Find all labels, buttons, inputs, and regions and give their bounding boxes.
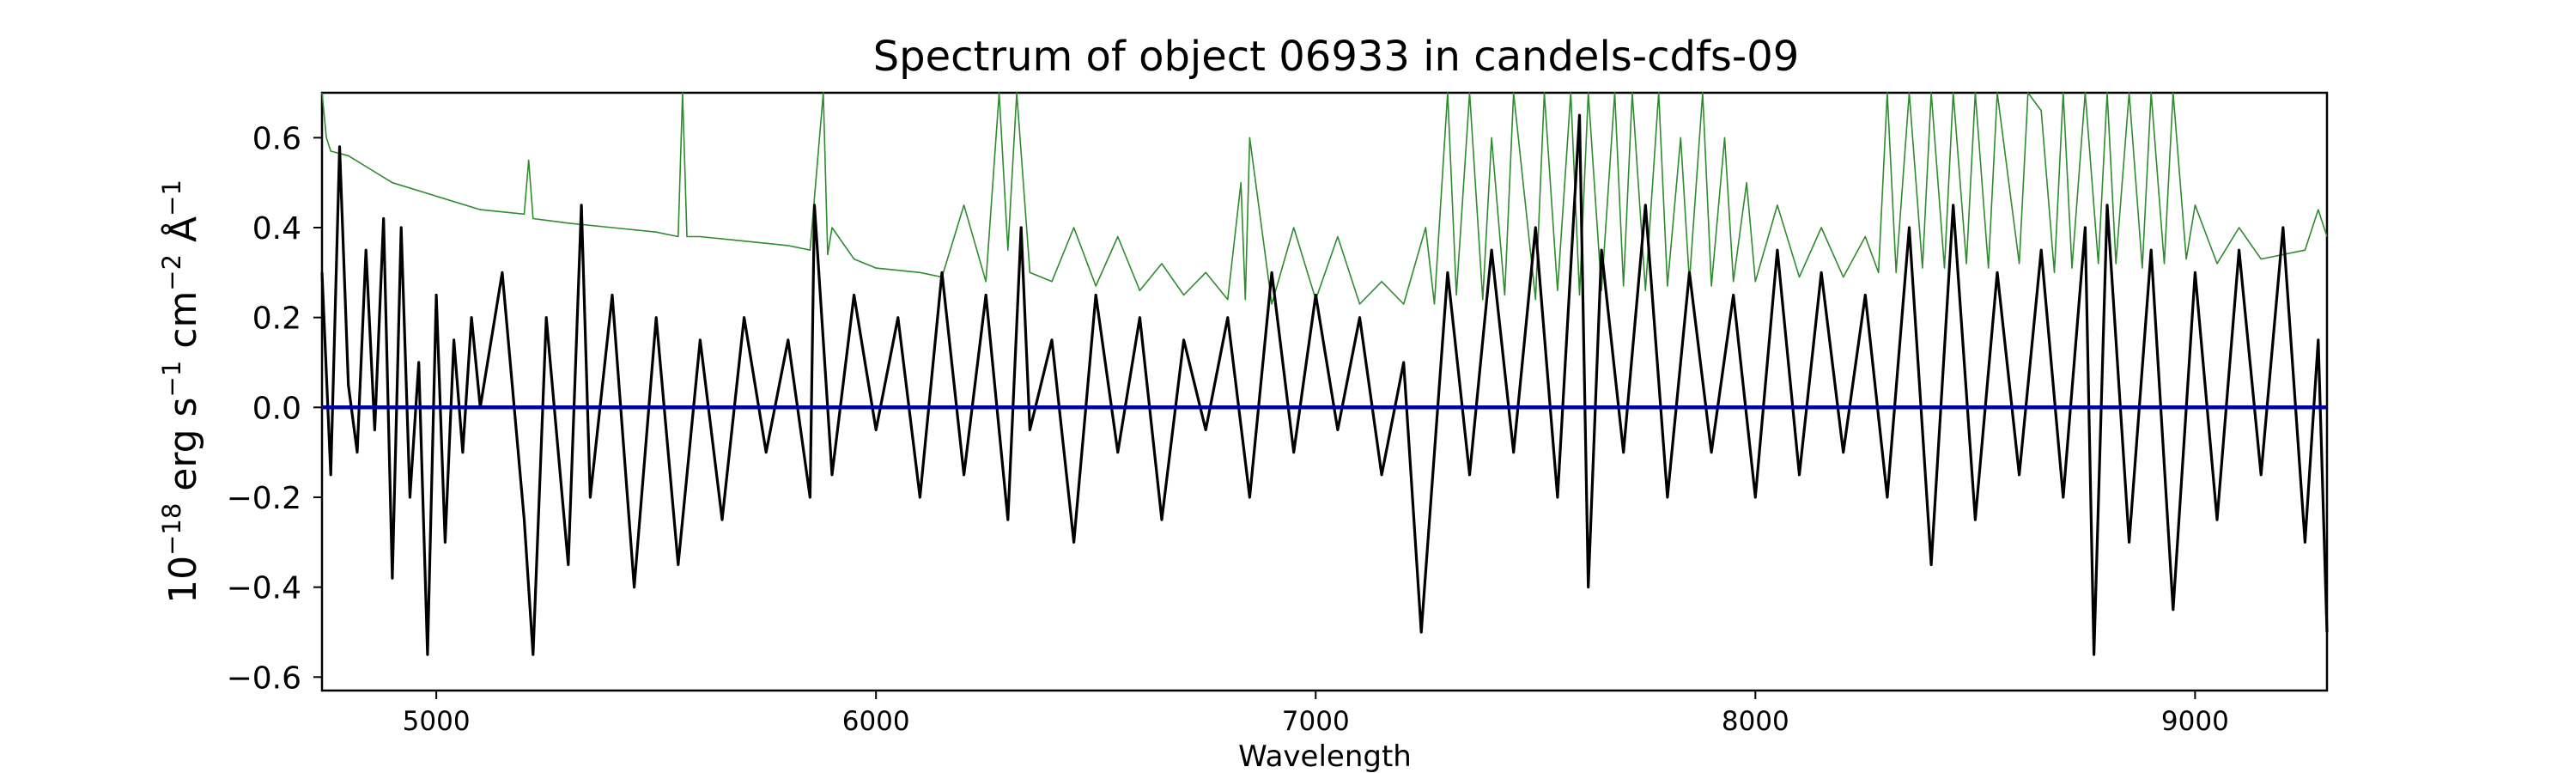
y-tick-label: 0.2 (252, 301, 301, 337)
series-layer (320, 92, 2329, 656)
y-label-erg: erg s (161, 397, 205, 502)
y-tick-label: −0.6 (227, 660, 301, 696)
plot-frame (320, 91, 2329, 692)
series-line-flux (320, 113, 2329, 656)
y-tick-label: −0.4 (227, 571, 301, 606)
x-axis-label: Wavelength (1238, 740, 1412, 773)
x-tick-label: 6000 (842, 706, 910, 737)
y-axis-label: 10−18 erg s−1 cm−2 Å−1 (157, 180, 205, 604)
y-label-base: 10 (161, 556, 205, 604)
x-tick-label: 9000 (2161, 706, 2229, 737)
y-tick-label: 0.0 (252, 391, 301, 426)
y-tick-label: −0.2 (227, 481, 301, 516)
y-label-exp-cm: −2 (157, 254, 186, 291)
x-tick-label: 7000 (1282, 706, 1350, 737)
y-label-exp-base: −18 (157, 503, 186, 556)
x-axis: 5000 6000 7000 8000 9000 (403, 691, 2229, 737)
y-label-exp-ang: −1 (157, 180, 186, 216)
y-label-ang: Å (160, 216, 205, 254)
x-tick-label: 5000 (403, 706, 471, 737)
plot-area (320, 91, 2329, 692)
x-tick-label: 8000 (1722, 706, 1789, 737)
y-tick-label: 0.6 (252, 121, 301, 156)
y-label-exp-s: −1 (157, 361, 186, 398)
y-tick-label: 0.4 (252, 211, 301, 247)
series-line-uncertainty (321, 92, 2328, 305)
chart-title: Spectrum of object 06933 in candels-cdfs… (873, 33, 1800, 81)
y-label-cm: cm (161, 291, 205, 361)
y-axis: −0.6 −0.4 −0.2 0.0 0.2 0.4 0.6 (227, 121, 322, 696)
